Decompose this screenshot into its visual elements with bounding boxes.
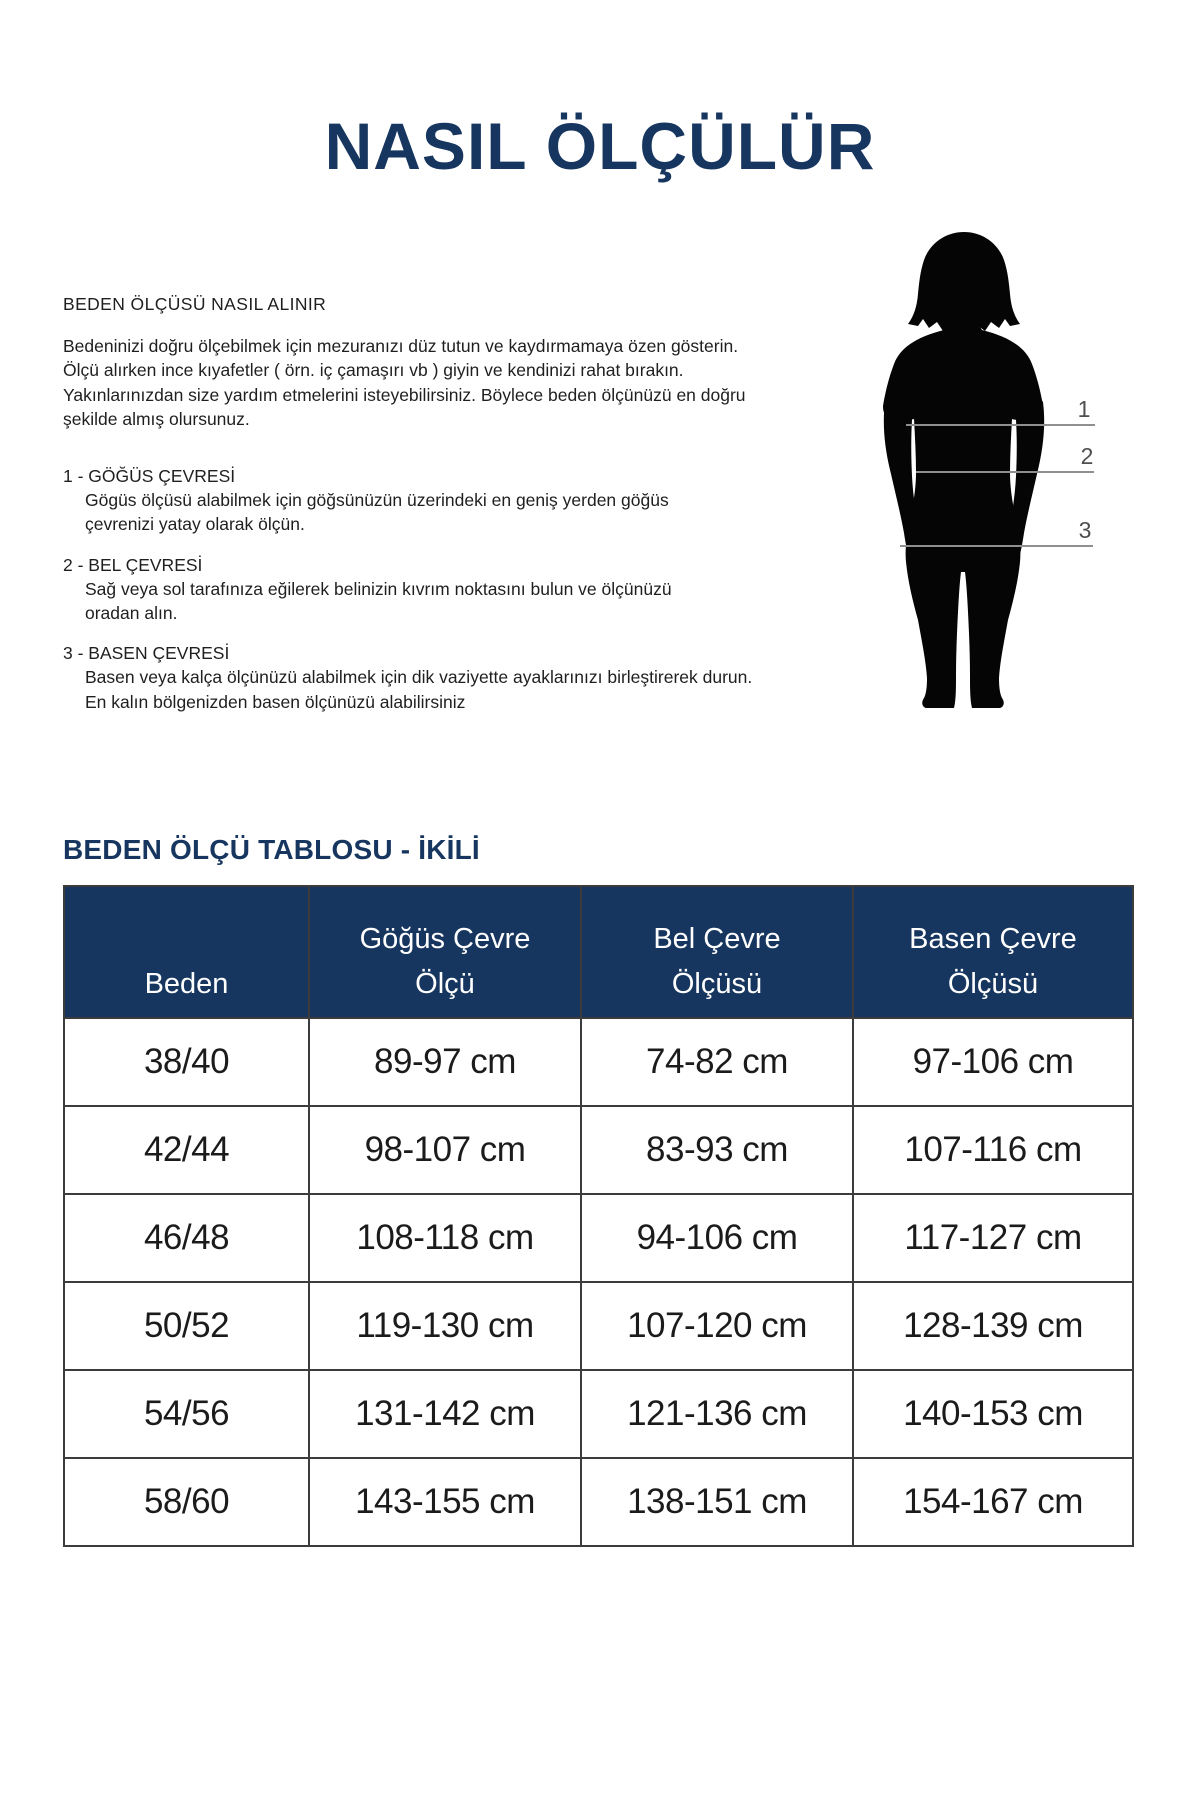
hip-cell: 117-127 cm (852, 1193, 1134, 1283)
header-beden: Beden (63, 885, 310, 1019)
measurement-instructions: BEDEN ÖLÇÜSÜ NASIL ALINIR Bedeninizi doğ… (63, 292, 753, 714)
header-gogus: Göğüs Çevre Ölçü (308, 885, 582, 1019)
waist-cell: 74-82 cm (580, 1017, 854, 1107)
chest-cell: 143-155 cm (308, 1457, 582, 1547)
section-line: oradan alın. (85, 603, 178, 624)
chest-cell: 119-130 cm (308, 1281, 582, 1371)
waist-marker-label: 2 (1080, 443, 1094, 469)
chest-marker-label: 1 (1077, 396, 1091, 422)
hip-measure-line (900, 545, 1093, 547)
size-cell: 54/56 (63, 1369, 310, 1459)
intro-line: Yakınlarınızdan size yardım etmelerini i… (63, 384, 746, 405)
table-row: 50/52 119-130 cm 107-120 cm 128-139 cm (63, 1281, 1134, 1371)
waist-measure-line (916, 471, 1094, 473)
size-cell: 38/40 (63, 1017, 310, 1107)
table-row: 54/56 131-142 cm 121-136 cm 140-153 cm (63, 1369, 1134, 1459)
section-title: 2 - BEL ÇEVRESİ (63, 554, 203, 575)
hip-marker-label: 3 (1078, 517, 1092, 543)
header-bel: Bel Çevre Ölçüsü (580, 885, 854, 1019)
size-cell: 42/44 (63, 1105, 310, 1195)
chest-cell: 131-142 cm (308, 1369, 582, 1459)
table-row: 38/40 89-97 cm 74-82 cm 97-106 cm (63, 1017, 1134, 1107)
intro-line: şekilde almış olursunuz. (63, 408, 250, 429)
hip-cell: 154-167 cm (852, 1457, 1134, 1547)
hip-cell: 107-116 cm (852, 1105, 1134, 1195)
section-title: 1 - GÖĞÜS ÇEVRESİ (63, 466, 236, 487)
page-title: NASIL ÖLÇÜLÜR (324, 109, 876, 183)
waist-cell: 107-120 cm (580, 1281, 854, 1371)
section-line: çevrenizi yatay olarak ölçün. (85, 514, 305, 535)
measurement-figure: 1 2 3 (0, 0, 1200, 760)
chest-cell: 98-107 cm (308, 1105, 582, 1195)
instructions-heading: BEDEN ÖLÇÜSÜ NASIL ALINIR (63, 294, 327, 314)
table-row: 58/60 143-155 cm 138-151 cm 154-167 cm (63, 1457, 1134, 1547)
size-cell: 46/48 (63, 1193, 310, 1283)
hip-cell: 128-139 cm (852, 1281, 1134, 1371)
chest-cell: 89-97 cm (308, 1017, 582, 1107)
section-chest: 1 - GÖĞÜS ÇEVRESİ Gögüs ölçüsü alabilmek… (63, 464, 703, 537)
section-title: 3 - BASEN ÇEVRESİ (63, 643, 230, 664)
section-line: En kalın bölgenizden basen ölçünüzü alab… (85, 691, 466, 712)
size-table: Beden Göğüs Çevre Ölçü Bel Çevre Ölçüsü … (63, 885, 1134, 1547)
section-hip: 3 - BASEN ÇEVRESİ Basen veya kalça ölçün… (63, 641, 753, 714)
size-table-header-row: Beden Göğüs Çevre Ölçü Bel Çevre Ölçüsü … (63, 885, 1134, 1019)
section-line: Basen veya kalça ölçünüzü alabilmek için… (85, 667, 753, 688)
chest-measure-line (906, 424, 1095, 426)
size-cell: 50/52 (63, 1281, 310, 1371)
hip-cell: 140-153 cm (852, 1369, 1134, 1459)
table-row: 42/44 98-107 cm 83-93 cm 107-116 cm (63, 1105, 1134, 1195)
waist-cell: 121-136 cm (580, 1369, 854, 1459)
header-basen: Basen Çevre Ölçüsü (852, 885, 1134, 1019)
chest-cell: 108-118 cm (308, 1193, 582, 1283)
female-silhouette-icon (883, 232, 1045, 708)
table-row: 46/48 108-118 cm 94-106 cm 117-127 cm (63, 1193, 1134, 1283)
size-cell: 58/60 (63, 1457, 310, 1547)
section-line: Sağ veya sol tarafınıza eğilerek beliniz… (85, 578, 672, 599)
hip-cell: 97-106 cm (852, 1017, 1134, 1107)
waist-cell: 94-106 cm (580, 1193, 854, 1283)
instructions-intro: Bedeninizi doğru ölçebilmek için mezuran… (63, 334, 746, 431)
intro-line: Ölçü alırken ince kıyafetler ( örn. iç ç… (63, 360, 684, 381)
size-table-title: BEDEN ÖLÇÜ TABLOSU - İKİLİ (63, 834, 480, 865)
intro-line: Bedeninizi doğru ölçebilmek için mezuran… (63, 336, 739, 357)
waist-cell: 138-151 cm (580, 1457, 854, 1547)
waist-cell: 83-93 cm (580, 1105, 854, 1195)
section-line: Gögüs ölçüsü alabilmek için göğsünüzün ü… (85, 490, 669, 511)
section-waist: 2 - BEL ÇEVRESİ Sağ veya sol tarafınıza … (63, 553, 703, 626)
